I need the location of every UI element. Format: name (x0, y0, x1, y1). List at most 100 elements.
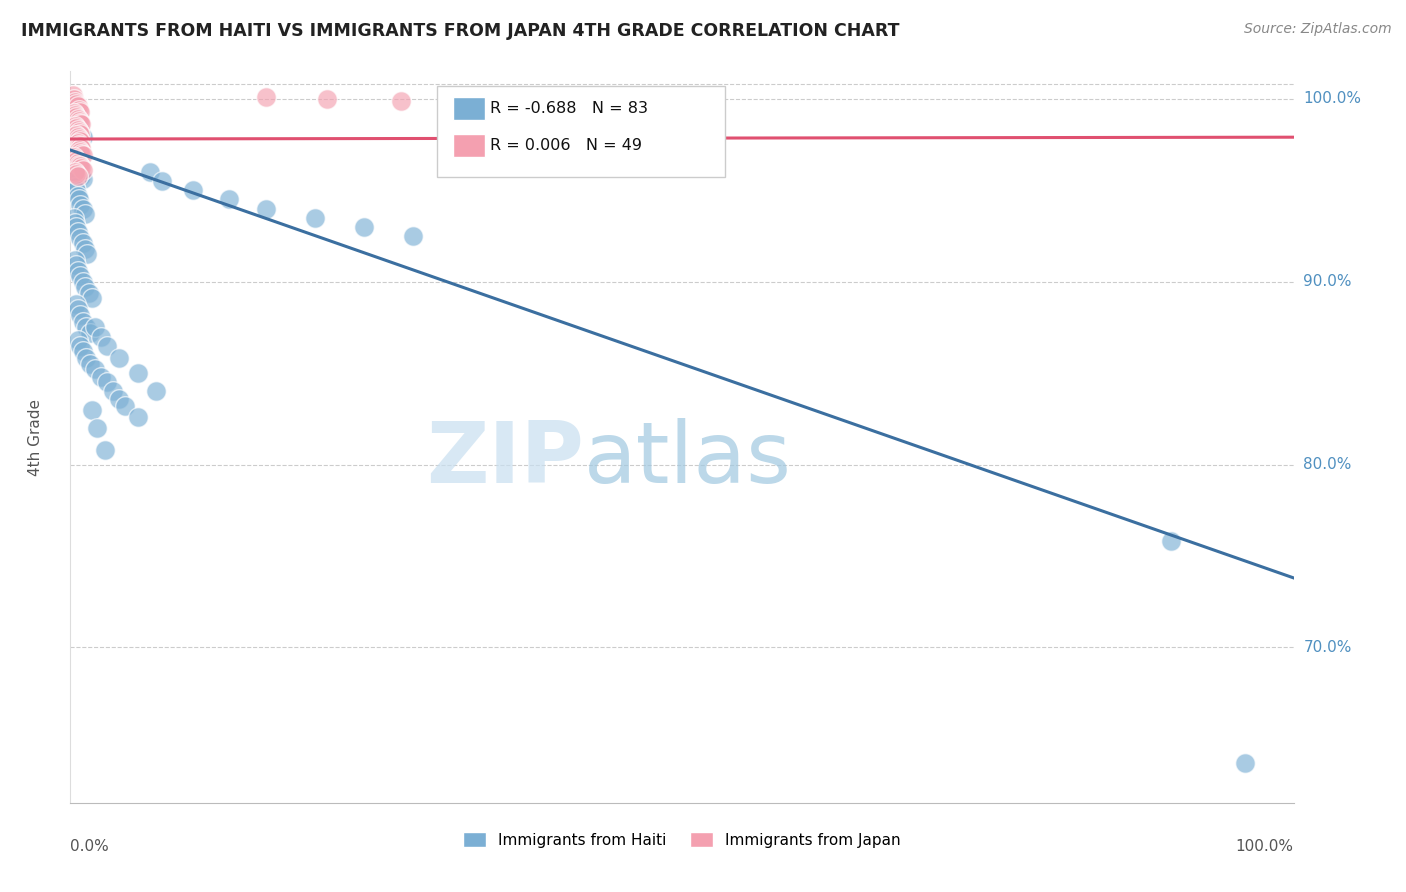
Point (67, 113, 90, 128)
Point (72, 275, 94, 289)
Point (598, 99, 620, 113)
Point (67, 193, 90, 207)
Text: IMMIGRANTS FROM HAITI VS IMMIGRANTS FROM JAPAN 4TH GRADE CORRELATION CHART: IMMIGRANTS FROM HAITI VS IMMIGRANTS FROM… (21, 22, 900, 40)
Point (69, 308, 91, 322)
Point (70, 146, 93, 161)
Point (66, 225, 89, 239)
Point (72, 148, 94, 162)
Point (66, 112, 89, 126)
Point (67, 143, 90, 157)
Point (108, 351, 131, 366)
Point (63, 216, 86, 230)
Point (75, 351, 97, 366)
Point (150, 174, 173, 188)
Point (65, 258, 87, 272)
Point (66, 99, 89, 113)
Text: R = -0.688   N = 83: R = -0.688 N = 83 (489, 101, 648, 116)
Point (69, 269, 91, 284)
Point (127, 366, 149, 380)
Point (181, 183, 204, 197)
Point (304, 211, 326, 225)
Point (353, 219, 375, 234)
Text: Source: ZipAtlas.com: Source: ZipAtlas.com (1244, 22, 1392, 37)
Point (72, 315, 94, 329)
Point (66, 123, 89, 137)
Point (67, 120, 90, 134)
Point (96, 339, 118, 353)
Point (463, 95, 485, 110)
Point (73, 242, 96, 256)
Point (65, 97, 87, 112)
Text: 4th Grade: 4th Grade (28, 399, 44, 475)
Point (83, 320, 105, 334)
Point (96, 375, 118, 389)
Point (69, 198, 91, 212)
Text: 100.0%: 100.0% (1236, 839, 1294, 855)
Text: 90.0%: 90.0% (1303, 274, 1351, 289)
Point (66, 301, 89, 317)
Point (1160, 534, 1182, 549)
Point (63, 108, 86, 122)
Point (65, 150, 87, 164)
Point (93, 442, 115, 457)
Text: R = 0.006   N = 49: R = 0.006 N = 49 (489, 137, 643, 153)
Point (67, 132, 90, 146)
Point (62, 88, 84, 103)
Point (77, 285, 100, 300)
Point (63, 174, 86, 188)
Point (69, 115, 91, 129)
Point (139, 165, 162, 179)
Point (69, 127, 91, 141)
Point (63, 146, 86, 161)
Point (72, 202, 94, 216)
Point (90, 369, 112, 384)
Point (63, 143, 86, 157)
Point (145, 384, 167, 399)
Point (66, 333, 89, 347)
Text: atlas: atlas (583, 417, 792, 500)
Point (69, 145, 91, 159)
Point (63, 106, 86, 120)
Point (70, 117, 93, 131)
Point (254, 202, 277, 216)
Point (63, 211, 86, 225)
Point (66, 130, 89, 145)
Point (316, 92, 339, 106)
Point (63, 92, 86, 106)
Point (62, 95, 84, 110)
Point (73, 207, 96, 221)
Point (66, 155, 89, 169)
Point (63, 106, 86, 120)
Point (66, 188, 89, 202)
Point (63, 152, 86, 166)
Point (76, 247, 98, 261)
Point (69, 339, 91, 353)
Point (389, 94, 412, 108)
Point (101, 384, 124, 399)
Point (66, 169, 89, 183)
Point (69, 139, 91, 153)
Point (63, 252, 86, 267)
Point (108, 392, 131, 406)
Point (70, 141, 93, 155)
Point (67, 158, 90, 172)
Point (79, 357, 101, 371)
Point (114, 399, 136, 413)
FancyBboxPatch shape (453, 97, 485, 120)
Point (63, 120, 86, 134)
Point (65, 167, 87, 181)
Point (69, 134, 91, 148)
Point (67, 103, 90, 117)
Point (79, 326, 101, 340)
Point (65, 110, 87, 124)
Point (67, 125, 90, 139)
Point (67, 137, 90, 152)
Point (69, 231, 91, 245)
Point (63, 179, 86, 194)
Point (402, 228, 425, 243)
Point (218, 193, 240, 207)
FancyBboxPatch shape (437, 86, 724, 178)
Point (70, 169, 93, 183)
Point (66, 263, 89, 277)
Point (524, 97, 547, 112)
